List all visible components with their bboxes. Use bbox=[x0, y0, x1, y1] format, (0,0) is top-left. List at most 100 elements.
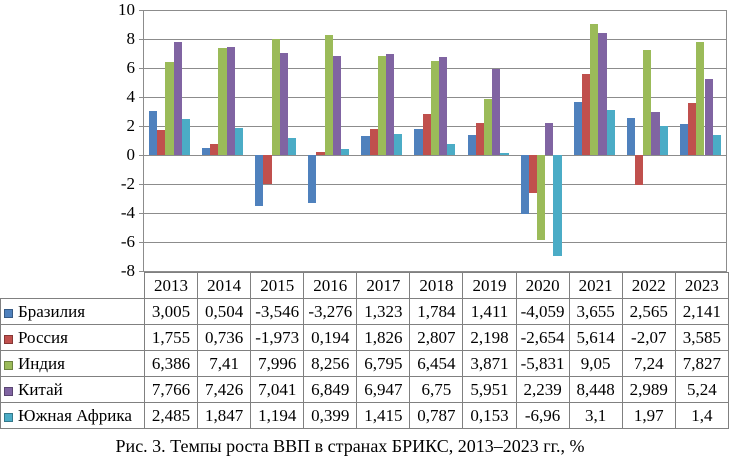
y-axis-tick-label: 8 bbox=[126, 29, 136, 48]
bar-Бразилия-2017 bbox=[361, 135, 370, 155]
y-axis-tick-label: -2 bbox=[120, 174, 135, 193]
bar-Бразилия-2022 bbox=[626, 117, 635, 155]
bar-Южная Африка-2022 bbox=[659, 126, 668, 155]
value-cell: 7,827 bbox=[674, 350, 729, 377]
bar-Южная Африка-2013 bbox=[181, 118, 190, 155]
legend-swatch-icon bbox=[4, 360, 13, 370]
value-cell: 1,4 bbox=[674, 402, 729, 429]
table-row: Россия 1,755 0,736 -1,973 0,194 1,826 2,807 2,1… bbox=[0, 324, 729, 351]
value-cell: 6,795 bbox=[356, 350, 411, 377]
value-cell: 1,323 bbox=[356, 298, 411, 325]
bar-Россия-2022 bbox=[635, 155, 644, 185]
bar-Китай-2017 bbox=[385, 54, 395, 155]
value-cell: 1,784 bbox=[409, 298, 464, 325]
value-cell: 6,386 bbox=[143, 350, 199, 377]
value-cell: 1,415 bbox=[356, 402, 411, 429]
value-cell: 1,97 bbox=[621, 402, 676, 429]
bar-Индия-2016 bbox=[324, 35, 333, 155]
value-cell: 7,41 bbox=[197, 350, 252, 377]
y-axis-tick bbox=[139, 96, 143, 98]
chart-data-table: 2013 2014 2015 2016 2017 2018 2019 2020 2021 2022… bbox=[0, 272, 729, 429]
year-header-cell: 2017 bbox=[356, 272, 411, 299]
plot-right-border bbox=[726, 10, 727, 271]
bar-Индия-2013 bbox=[165, 62, 174, 155]
value-cell: 7,24 bbox=[621, 350, 676, 377]
bar-Индия-2022 bbox=[643, 50, 652, 155]
bar-Китай-2022 bbox=[651, 111, 660, 155]
value-cell: 0,504 bbox=[197, 298, 252, 325]
value-cell: 7,766 bbox=[143, 376, 199, 403]
value-cell: 7,996 bbox=[250, 350, 305, 377]
bar-Бразилия-2023 bbox=[679, 123, 689, 155]
value-cell: 0,736 bbox=[197, 324, 252, 351]
value-cell: 0,153 bbox=[462, 402, 517, 429]
value-cell: 6,849 bbox=[303, 376, 358, 403]
bar-Китай-2020 bbox=[545, 122, 554, 155]
value-cell: -6,96 bbox=[515, 402, 570, 429]
figure-caption: Рис. 3. Темпы роста ВВП в странах БРИКС,… bbox=[115, 436, 585, 456]
y-axis-tick bbox=[139, 183, 143, 185]
year-header-cell: 2016 bbox=[303, 272, 358, 299]
y-axis-tick-label: 0 bbox=[126, 145, 136, 164]
bar-Китай-2018 bbox=[439, 57, 448, 155]
series-label: Южная Африка bbox=[18, 405, 132, 425]
value-cell: 1,755 bbox=[143, 324, 199, 351]
value-cell: 0,787 bbox=[409, 402, 464, 429]
value-cell: 5,24 bbox=[674, 376, 729, 403]
value-cell: 2,198 bbox=[462, 324, 517, 351]
y-axis-tick-label: 2 bbox=[126, 116, 136, 135]
bar-Индия-2017 bbox=[377, 56, 386, 155]
gridline bbox=[143, 212, 727, 214]
bar-Южная Африка-2017 bbox=[394, 134, 403, 155]
year-header-cell: 2022 bbox=[621, 272, 676, 299]
series-label-cell: Бразилия bbox=[0, 298, 145, 325]
value-cell: 3,005 bbox=[143, 298, 199, 325]
year-header-cell: 2014 bbox=[197, 272, 252, 299]
bar-Южная Африка-2014 bbox=[234, 128, 244, 155]
table-row: Южная Африка 2,485 1,847 1,194 0,399 1,415 0,7… bbox=[0, 402, 729, 429]
bar-Россия-2019 bbox=[475, 123, 484, 155]
value-cell: 7,041 bbox=[250, 376, 305, 403]
bar-Индия-2014 bbox=[218, 47, 227, 155]
bar-Россия-2018 bbox=[422, 114, 431, 155]
bar-Бразилия-2018 bbox=[414, 129, 423, 155]
value-cell: 1,847 bbox=[197, 402, 252, 429]
gridline bbox=[143, 38, 727, 40]
bar-Южная Африка-2018 bbox=[447, 143, 456, 155]
series-label: Бразилия bbox=[18, 301, 86, 321]
y-axis-tick-label: 4 bbox=[126, 87, 136, 106]
y-axis-tick-label: 6 bbox=[126, 58, 136, 77]
year-header-cell: 2021 bbox=[568, 272, 623, 299]
value-cell: -5,831 bbox=[515, 350, 570, 377]
value-cell: 7,426 bbox=[197, 376, 252, 403]
value-cell: 1,826 bbox=[356, 324, 411, 351]
year-header-cell: 2018 bbox=[409, 272, 464, 299]
legend-swatch-icon bbox=[4, 386, 13, 396]
y-axis-line bbox=[143, 10, 144, 271]
bar-Россия-2016 bbox=[316, 152, 325, 155]
value-cell: 2,807 bbox=[409, 324, 464, 351]
table-row: Индия 6,386 7,41 7,996 8,256 6,795 6,454 3,871-… bbox=[0, 350, 729, 377]
y-axis-tick bbox=[139, 38, 143, 40]
value-cell: -4,059 bbox=[515, 298, 570, 325]
bar-Китай-2023 bbox=[704, 79, 713, 155]
legend-swatch-icon bbox=[4, 308, 13, 318]
bar-Южная Африка-2021 bbox=[606, 110, 615, 155]
bar-Китай-2021 bbox=[598, 32, 607, 155]
y-axis-tick bbox=[139, 125, 143, 127]
y-axis-tick-label: 10 bbox=[118, 0, 135, 19]
bar-Россия-2021 bbox=[581, 73, 591, 155]
value-cell: 3,871 bbox=[462, 350, 517, 377]
value-cell: 5,614 bbox=[568, 324, 623, 351]
series-label-cell: Индия bbox=[0, 350, 145, 377]
series-label-cell: Южная Африка bbox=[0, 402, 145, 429]
value-cell: 3,1 bbox=[568, 402, 623, 429]
value-cell: -3,276 bbox=[303, 298, 358, 325]
series-label: Индия bbox=[18, 353, 65, 373]
bar-Индия-2021 bbox=[590, 23, 599, 155]
series-label-cell: Россия bbox=[0, 324, 145, 351]
value-cell: 8,256 bbox=[303, 350, 358, 377]
y-axis-tick bbox=[139, 241, 143, 243]
bar-Южная Африка-2016 bbox=[341, 149, 350, 155]
